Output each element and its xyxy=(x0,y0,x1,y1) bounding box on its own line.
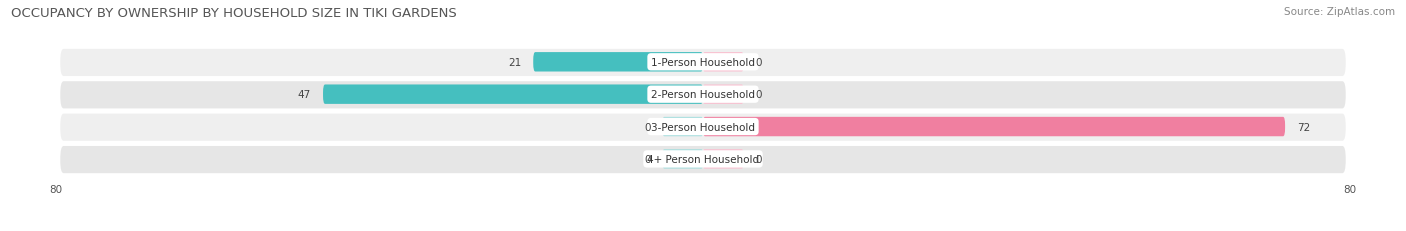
Text: 0: 0 xyxy=(755,154,762,164)
FancyBboxPatch shape xyxy=(323,85,703,104)
FancyBboxPatch shape xyxy=(60,114,1346,141)
Text: 0: 0 xyxy=(644,122,651,132)
FancyBboxPatch shape xyxy=(703,117,1285,137)
Text: 0: 0 xyxy=(644,154,651,164)
FancyBboxPatch shape xyxy=(60,82,1346,109)
FancyBboxPatch shape xyxy=(60,50,1346,77)
Legend: Owner-occupied, Renter-occupied: Owner-occupied, Renter-occupied xyxy=(596,229,810,231)
Text: 3-Person Household: 3-Person Household xyxy=(651,122,755,132)
Text: 47: 47 xyxy=(298,90,311,100)
Text: OCCUPANCY BY OWNERSHIP BY HOUSEHOLD SIZE IN TIKI GARDENS: OCCUPANCY BY OWNERSHIP BY HOUSEHOLD SIZE… xyxy=(11,7,457,20)
Text: 2-Person Household: 2-Person Household xyxy=(651,90,755,100)
Text: 0: 0 xyxy=(755,58,762,67)
Text: 0: 0 xyxy=(755,90,762,100)
Text: 72: 72 xyxy=(1298,122,1310,132)
FancyBboxPatch shape xyxy=(703,85,744,104)
Text: 4+ Person Household: 4+ Person Household xyxy=(647,154,759,164)
FancyBboxPatch shape xyxy=(60,146,1346,173)
FancyBboxPatch shape xyxy=(703,53,744,72)
FancyBboxPatch shape xyxy=(662,117,703,137)
FancyBboxPatch shape xyxy=(533,53,703,72)
FancyBboxPatch shape xyxy=(662,149,703,169)
Text: 21: 21 xyxy=(508,58,522,67)
Text: Source: ZipAtlas.com: Source: ZipAtlas.com xyxy=(1284,7,1395,17)
FancyBboxPatch shape xyxy=(703,149,744,169)
Text: 1-Person Household: 1-Person Household xyxy=(651,58,755,67)
